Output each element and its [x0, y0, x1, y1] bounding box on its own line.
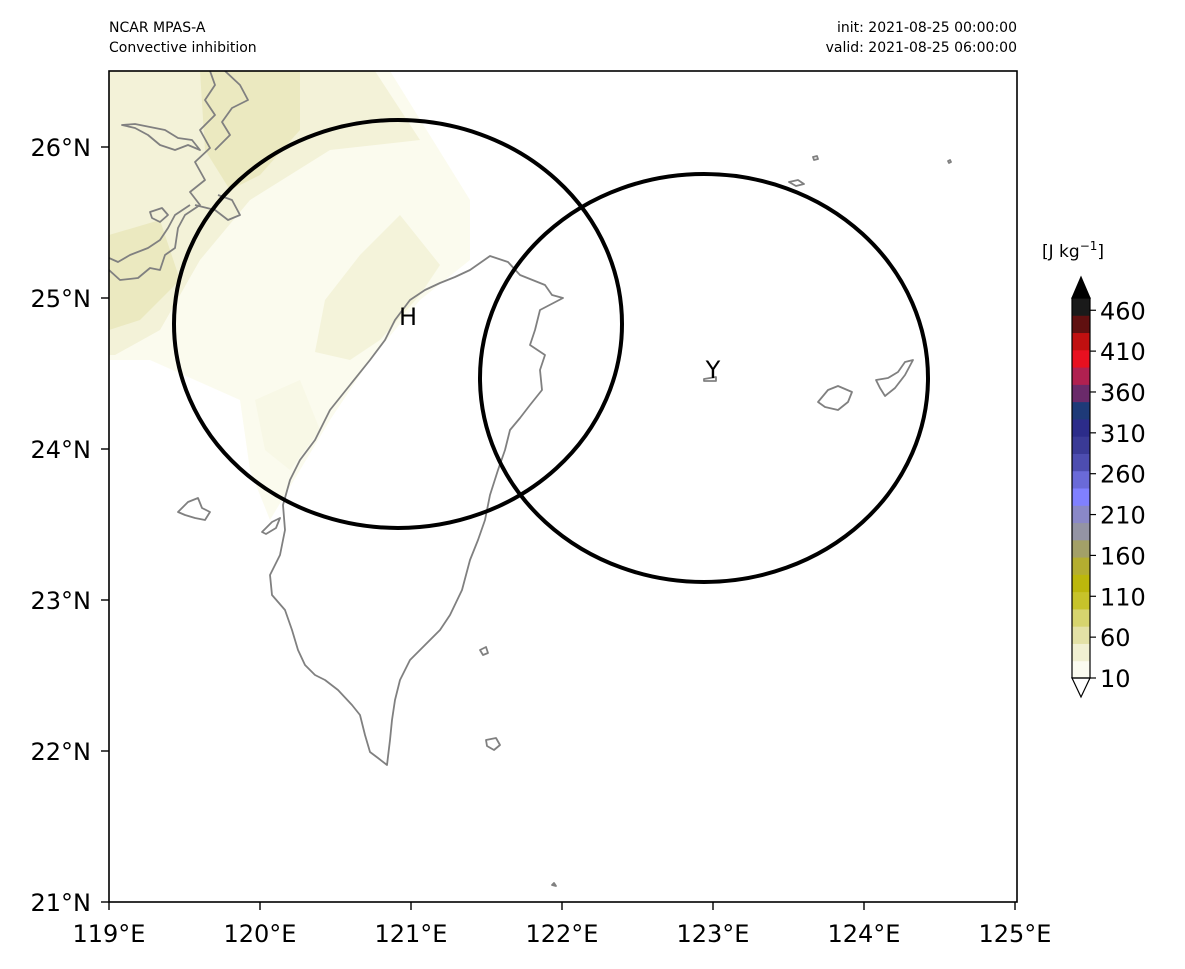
colorbar-segment: [1072, 660, 1090, 679]
lon-tick-label: 125°E: [979, 920, 1052, 948]
lat-tick-label: 23°N: [31, 587, 92, 615]
lon-tick-label: 123°E: [677, 920, 750, 948]
coast-dongsha: [551, 882, 557, 887]
colorbar-segment: [1072, 401, 1090, 420]
coast-penghu-small: [261, 517, 281, 535]
colorbar-tick-label: 10: [1100, 665, 1131, 693]
radius-circles: [172, 118, 930, 584]
lon-tick-label: 122°E: [526, 920, 599, 948]
colorbar-segment: [1072, 522, 1090, 541]
colorbar-segment: [1072, 332, 1090, 351]
coastlines: [109, 71, 952, 887]
colorbar-segment: [1072, 349, 1090, 368]
colorbar-segment: [1072, 574, 1090, 593]
lon-tick-label: 120°E: [224, 920, 297, 948]
lon-tick-label: 119°E: [73, 920, 146, 948]
cin-shading: [109, 71, 470, 520]
lat-tick-label: 25°N: [31, 285, 92, 313]
circle-y: [478, 172, 930, 584]
colorbar-segment: [1072, 643, 1090, 662]
circle-h: [172, 118, 624, 530]
marker-y: Y: [705, 356, 721, 384]
lat-tick-label: 21°N: [31, 889, 92, 917]
colorbar-units: [J kg−1]: [1042, 239, 1104, 262]
marker-h: H: [399, 303, 417, 331]
cin-shade-strait: [255, 380, 320, 470]
time-block: init: 2021-08-25 00:00:00 valid: 2021-08…: [826, 18, 1017, 58]
coast-china: [109, 71, 249, 281]
colorbar-segment: [1072, 557, 1090, 575]
colorbar-segment: [1072, 626, 1090, 644]
colorbar-frame: [1071, 297, 1091, 679]
lon-tick-label: 124°E: [828, 920, 901, 948]
colorbar-tick-label: 410: [1100, 338, 1146, 366]
lat-tick-label: 26°N: [31, 134, 92, 162]
cin-shade-west: [109, 220, 180, 330]
lat-tick-label: 24°N: [31, 436, 92, 464]
colorbar-segments: [1072, 298, 1090, 679]
colorbar-segment: [1072, 470, 1090, 489]
model-name: NCAR MPAS-A: [109, 20, 206, 36]
colorbar-segment: [1072, 418, 1090, 437]
coast-kinmen: [149, 207, 169, 223]
cin-shade-coastal: [315, 215, 440, 360]
colorbar-extend-min: [1071, 677, 1091, 699]
title-block: NCAR MPAS-A Convective inhibition: [109, 18, 257, 58]
coast-ishigaki: [875, 359, 914, 397]
colorbar-segment: [1072, 384, 1090, 403]
coast-green-island: [479, 646, 489, 656]
lon-tick-label: 121°E: [375, 920, 448, 948]
colorbar-segment: [1072, 591, 1090, 610]
coast-penghu: [177, 497, 211, 521]
colorbar-tick-label: 360: [1100, 379, 1146, 407]
colorbar-tick-label: 210: [1100, 502, 1146, 530]
colorbar-segment: [1072, 298, 1090, 316]
colorbar-segment: [1072, 505, 1090, 524]
units-base: [J kg: [1042, 242, 1080, 262]
coast-matsu: [121, 123, 201, 151]
units-exponent: −1: [1080, 239, 1098, 253]
colorbar-ticks: 10 60 110 160 210 260 310 360 410 460: [1090, 297, 1146, 693]
cin-shade-mid: [109, 71, 420, 355]
axes-frame: [108, 70, 1018, 903]
colorbar-tick-label: 60: [1100, 624, 1131, 652]
colorbar-tick-label: 110: [1100, 583, 1146, 611]
colorbar-segment: [1072, 315, 1090, 334]
colorbar-segment: [1072, 608, 1090, 627]
colorbar-segment: [1072, 367, 1090, 385]
colorbar-segment: [1072, 488, 1090, 506]
colorbar: [J kg−1] 10 60 110 160 210 260 310 360 410 460: [1042, 239, 1146, 699]
coast-iriomote: [817, 385, 853, 411]
lon-axis: 119°E 120°E 121°E 122°E 123°E 124°E 125°…: [73, 902, 1052, 948]
init-time: init: 2021-08-25 00:00:00: [837, 20, 1017, 36]
coast-yonaguni: [703, 376, 717, 382]
valid-time: valid: 2021-08-25 06:00:00: [825, 40, 1017, 56]
colorbar-tick-label: 310: [1100, 420, 1146, 448]
colorbar-segment: [1072, 436, 1090, 454]
lat-axis: 21°N 22°N 23°N 24°N 25°N 26°N: [31, 134, 109, 917]
colorbar-segment: [1072, 539, 1090, 558]
colorbar-tick-label: 260: [1100, 461, 1146, 489]
colorbar-segment: [1072, 453, 1090, 472]
cin-shade-inner: [200, 71, 300, 190]
coast-taiwan: [269, 255, 564, 766]
field-name: Convective inhibition: [109, 40, 257, 56]
colorbar-tick-label: 160: [1100, 542, 1146, 570]
colorbar-tick-label: 460: [1100, 297, 1146, 325]
units-close: ]: [1097, 242, 1104, 262]
coast-orchid-island: [485, 737, 501, 751]
lat-tick-label: 22°N: [31, 738, 92, 766]
colorbar-extend-max: [1071, 275, 1091, 299]
coast-senkaku: [788, 155, 952, 187]
